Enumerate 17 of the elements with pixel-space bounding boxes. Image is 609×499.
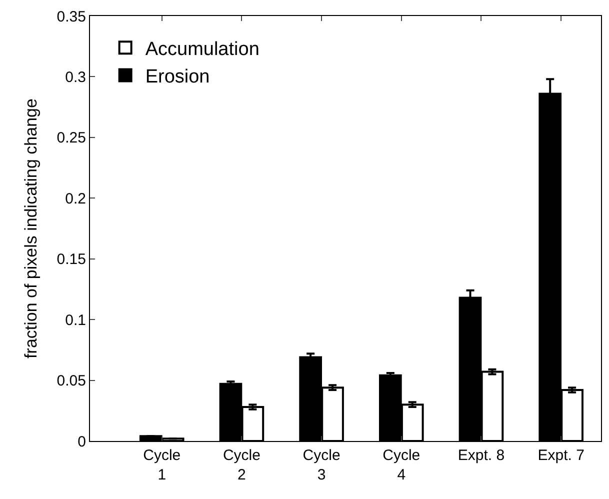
x-tick-label: Cycle 2 bbox=[222, 447, 260, 484]
y-tick-label: 0.2 bbox=[65, 190, 86, 208]
y-tick-label: 0.1 bbox=[65, 312, 86, 329]
x-tick-label: Cycle 1 bbox=[143, 447, 181, 484]
y-axis-title: fraction of pixels indicating change bbox=[21, 98, 40, 358]
x-tick-label: Expt. 7 bbox=[538, 447, 584, 464]
legend-label: Erosion bbox=[145, 66, 210, 88]
x-tick-label: Cycle 4 bbox=[382, 447, 420, 484]
y-tick-label: 0.05 bbox=[56, 372, 86, 390]
y-tick-label: 0.35 bbox=[56, 8, 86, 26]
x-tick-label: Cycle 3 bbox=[302, 447, 340, 484]
y-tick-label: 0.15 bbox=[56, 251, 86, 268]
y-tick-label: 0.3 bbox=[65, 68, 86, 86]
legend-label: Accumulation bbox=[145, 39, 260, 60]
y-tick-label: 0 bbox=[78, 433, 86, 450]
y-tick-label: 0.25 bbox=[56, 130, 86, 147]
x-tick-label: Expt. 8 bbox=[458, 447, 505, 464]
